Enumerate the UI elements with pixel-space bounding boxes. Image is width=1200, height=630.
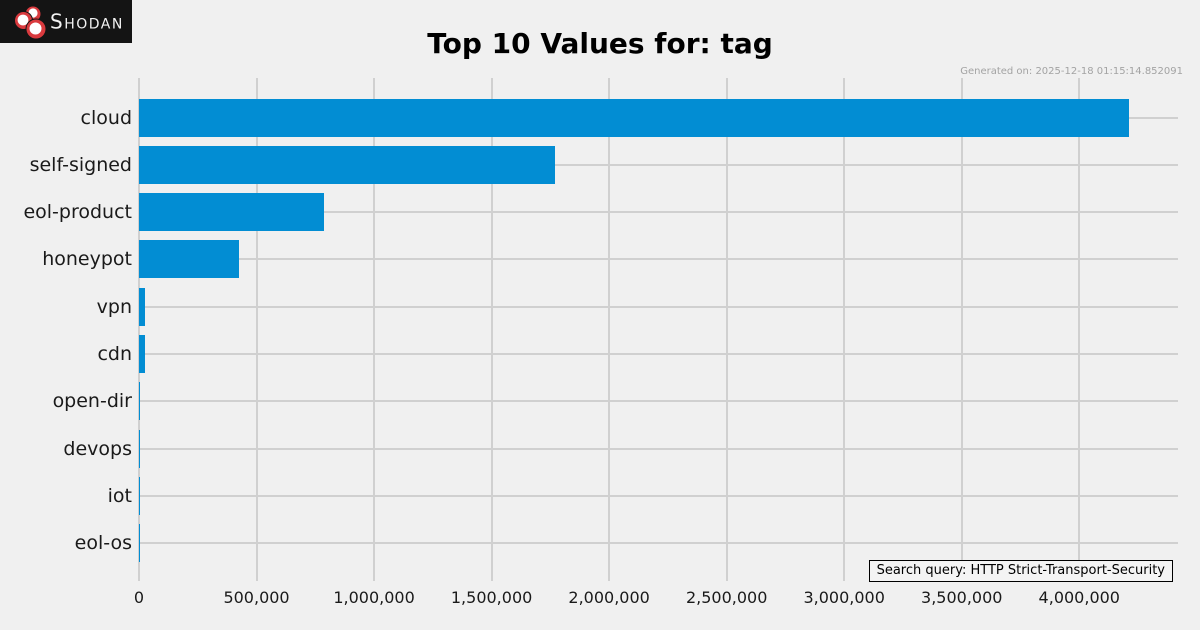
gridline-vertical (1078, 78, 1081, 581)
x-tick-label: 0 (133, 588, 145, 607)
shodan-berries-icon (14, 5, 47, 40)
y-axis: cloud self-signed eol-product honeypot vpn cd… (0, 78, 132, 581)
x-axis: 0 500,000 1,000,000 1,500,000 2,000,000 2,500… (134, 588, 1178, 612)
x-tick-label: 3,500,000 (921, 588, 1003, 607)
gridline-vertical (608, 78, 611, 581)
shodan-logo-text: Shodan (50, 9, 124, 34)
gridline-horizontal (139, 447, 1178, 450)
gridline-vertical (960, 78, 963, 581)
y-tick-label: eol-os (74, 532, 132, 555)
gridline-horizontal (139, 211, 1178, 214)
gridline-horizontal (139, 163, 1178, 166)
gridline-vertical (490, 78, 493, 581)
plot-area (138, 78, 1178, 581)
gridline-vertical (843, 78, 846, 581)
bar (139, 429, 140, 468)
x-tick-label: 2,500,000 (685, 588, 768, 607)
gridline-horizontal (139, 494, 1178, 497)
y-tick-label: cloud (80, 106, 132, 129)
bar (139, 476, 140, 515)
gridline-horizontal (139, 400, 1178, 403)
gridline-horizontal (139, 305, 1178, 308)
x-tick-label: 3,000,000 (803, 588, 885, 607)
x-tick-label: 2,000,000 (568, 588, 650, 607)
bar (139, 287, 146, 326)
y-tick-label: self-signed (29, 153, 132, 176)
y-tick-label: open-dir (52, 390, 132, 413)
generated-timestamp: Generated on: 2025-12-18 01:15:14.852091 (960, 66, 1183, 77)
gridline-horizontal (139, 258, 1178, 261)
shodan-logo: Shodan (0, 0, 132, 43)
x-tick-label: 500,000 (223, 588, 290, 607)
x-tick-label: 1,000,000 (333, 588, 415, 607)
bar (139, 382, 140, 421)
y-tick-label: devops (63, 437, 132, 460)
bar (139, 145, 556, 184)
y-tick-label: eol-product (23, 201, 132, 224)
chart-title: Top 10 Values for: tag (427, 27, 773, 60)
bar (139, 335, 145, 373)
gridline-vertical (255, 78, 258, 581)
gridline-horizontal (139, 542, 1178, 545)
gridline-horizontal (139, 353, 1178, 355)
gridline-vertical (725, 78, 728, 581)
bar (139, 240, 239, 279)
search-query-box: Search query: HTTP Strict-Transport-Secu… (868, 560, 1173, 582)
bar (139, 193, 324, 232)
x-tick-label: 4,000,000 (1038, 588, 1120, 607)
y-tick-label: iot (107, 484, 132, 507)
x-tick-label: 1,500,000 (450, 588, 533, 607)
y-tick-label: vpn (96, 295, 132, 318)
y-tick-label: honeypot (42, 248, 132, 271)
y-tick-label: cdn (97, 343, 132, 365)
bar (139, 98, 1129, 137)
gridline-vertical (373, 78, 376, 581)
gridline-vertical (138, 78, 140, 581)
